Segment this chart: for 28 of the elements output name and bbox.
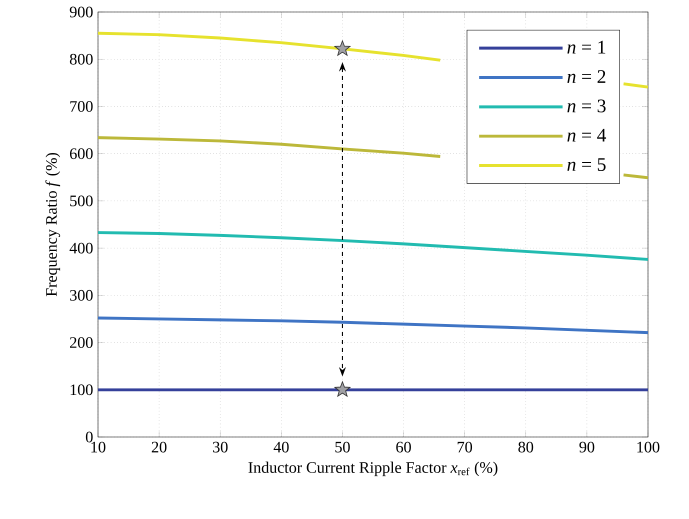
- x-tick-label: 30: [213, 442, 228, 452]
- legend-label: n = 1: [567, 40, 606, 54]
- y-tick-label: 600: [70, 148, 93, 160]
- y-tick-label: 0: [86, 432, 93, 442]
- x-tick-label: 80: [518, 442, 534, 452]
- line-series: [98, 231, 648, 261]
- legend-label: n = 4: [567, 128, 606, 142]
- legend-label: n = 5: [567, 158, 606, 171]
- x-tick-label: 90: [579, 442, 594, 452]
- y-tick-label: 900: [70, 6, 93, 18]
- x-tick-label: 10: [91, 442, 106, 452]
- x-tick-label: 60: [396, 442, 411, 452]
- legend-label: n = 2: [567, 70, 606, 83]
- y-tick-label: 500: [70, 195, 93, 206]
- y-tick-label: 300: [70, 290, 93, 301]
- x-tick-label: 40: [274, 442, 289, 452]
- y-tick-label: 200: [70, 337, 93, 348]
- x-axis-title: Inductor Current Ripple Factor x$_{ref}$ (%): [248, 462, 498, 476]
- x-tick-label: 20: [152, 442, 166, 452]
- x-tick-label: 70: [458, 442, 472, 452]
- y-tick-label: 100: [70, 384, 93, 396]
- y-tick-label: 700: [70, 101, 93, 112]
- y-tick-label: 400: [70, 242, 93, 254]
- legend-label: n = 3: [567, 100, 606, 112]
- x-tick-label: 50: [335, 442, 350, 452]
- y-tick-label: 800: [70, 54, 93, 65]
- x-tick-label: 100: [637, 442, 660, 452]
- y-axis-title: Frequency Ratio f (%): [45, 152, 60, 296]
